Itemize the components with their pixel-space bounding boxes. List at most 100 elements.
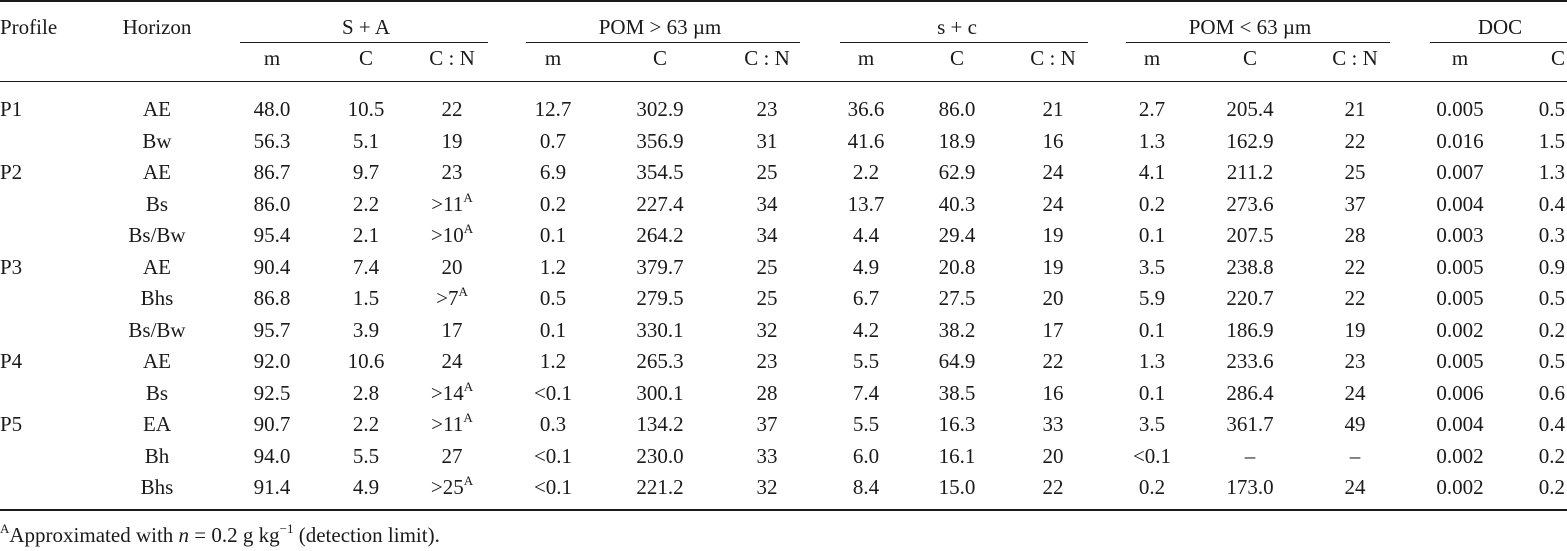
table-cell: 0.4 [1539,192,1565,216]
table-cell: 220.7 [1226,286,1273,310]
table-cell: 23 [757,97,778,121]
cell-value: 0.9 [1538,254,1565,279]
table-cell: 0.002 [1436,475,1483,499]
cell-value: 5.5 [852,349,880,373]
cell-value: 1.3 [1138,349,1166,373]
cell-value: 0.2 [539,191,567,216]
cell-value: >11 [431,191,464,216]
cell-value: 227.4 [636,191,684,216]
cell-value: 0.2 [1538,475,1565,499]
table-cell: 23 [757,349,778,373]
table-cell: 0.2 [1539,475,1565,499]
cell-value: 22 [1344,286,1366,310]
cell-horizon: Bs [145,380,169,405]
table-cell: 16 [1043,129,1064,153]
cell-value: 92.5 [253,380,291,405]
cell-value: 1.3 [1538,160,1565,184]
cell-value: 0.007 [1436,160,1484,184]
top-rule [0,0,1567,2]
table-cell: 0.2 [540,192,566,216]
cell-value: 5.1 [352,128,380,153]
cell-value: 23 [756,349,778,373]
cell-value: 0.002 [1436,317,1484,342]
table-cell: 24 [442,349,463,373]
table-cell: 17 [1043,318,1064,342]
table-cell: 25 [757,286,778,310]
cell-value: 1.5 [352,286,380,310]
cell-value: 20.8 [938,254,976,279]
cell-value: 19 [1344,317,1366,342]
cell-value: 16.3 [938,412,976,436]
table-cell: 36.6 [848,97,885,121]
table-cell: 211.2 [1227,160,1273,184]
cell-horizon: Bs/Bw [128,317,186,342]
table-cell: 16 [1043,381,1064,405]
table-cell: 3.5 [1139,412,1165,436]
cell-value: – [1244,443,1256,468]
header-profile: Profile [0,15,58,39]
table-cell: 21 [1345,97,1366,121]
table-cell: 25 [757,160,778,184]
cell-value: 0.1 [1138,317,1166,342]
table-cell: 2.8 [353,381,379,405]
column-header: C : N [429,46,475,70]
table-cell: 10.6 [348,349,385,373]
cell-value: 5.5 [852,412,880,436]
footnote-reference: A [463,189,473,205]
cell-value: 62.9 [938,160,976,184]
table-cell: 38.2 [939,318,976,342]
table-cell: 8.4 [853,475,879,499]
table-cell: 0.004 [1436,412,1483,436]
cell-value: 22 [1344,254,1366,279]
table-cell: 186.9 [1226,318,1273,342]
cell-horizon: EA [143,412,171,436]
column-header: m [263,46,281,70]
cell-value: 162.9 [1226,128,1274,153]
cell-value: 27.5 [938,286,976,310]
footnote-marker: A [0,521,10,536]
table-cell: 4.1 [1139,160,1165,184]
table-cell: 33 [1043,412,1064,436]
cell-value: 10.5 [347,97,385,121]
table-cell: 0.005 [1436,97,1483,121]
cell-value: 25 [756,254,778,279]
table-cell: 0.6 [1539,381,1565,405]
table-cell: 5.5 [853,349,879,373]
cell-horizon: AE [143,349,171,373]
table-cell: 22 [442,97,463,121]
cell-value: 90.4 [253,254,291,279]
table-cell: 19 [1043,255,1064,279]
cell-value: >11 [431,412,464,436]
cell-value: 264.2 [636,223,684,247]
cell-value: 24 [1344,380,1366,405]
table-cell: 221.2 [636,475,683,499]
table-cell: 90.7 [254,412,291,436]
cell-horizon: Bs/Bw [128,223,186,247]
table-cell: 0.5 [1539,97,1565,121]
table-cell: 21 [1043,97,1064,121]
cell-value: 0.1 [1138,223,1166,247]
column-header: m [544,46,562,70]
table-cell: 0.5 [1539,349,1565,373]
cell-value: 0.005 [1436,286,1484,310]
column-header: C [949,46,965,70]
table-cell: 16.1 [939,444,976,468]
table-cell: 0.006 [1436,381,1483,405]
table-cell: 31 [757,129,778,153]
cell-value: 0.5 [1538,97,1565,121]
cell-value: 4.9 [852,254,880,279]
table-cell: 24 [1043,192,1064,216]
table-cell: 0.5 [540,286,566,310]
cell-value: 20 [1042,443,1064,468]
table-cell: >14A [431,379,473,408]
header-group: S + A [341,15,391,39]
cell-value: 0.006 [1436,380,1484,405]
table-cell: 0.004 [1436,192,1483,216]
cell-value: 24 [1042,160,1064,184]
table-cell: 0.005 [1436,349,1483,373]
cell-value: 19 [1042,254,1064,279]
cell-value: 0.2 [1138,191,1166,216]
cell-value: 0.5 [1538,349,1565,373]
table-cell: 238.8 [1226,255,1273,279]
table-cell: 22 [1345,286,1366,310]
